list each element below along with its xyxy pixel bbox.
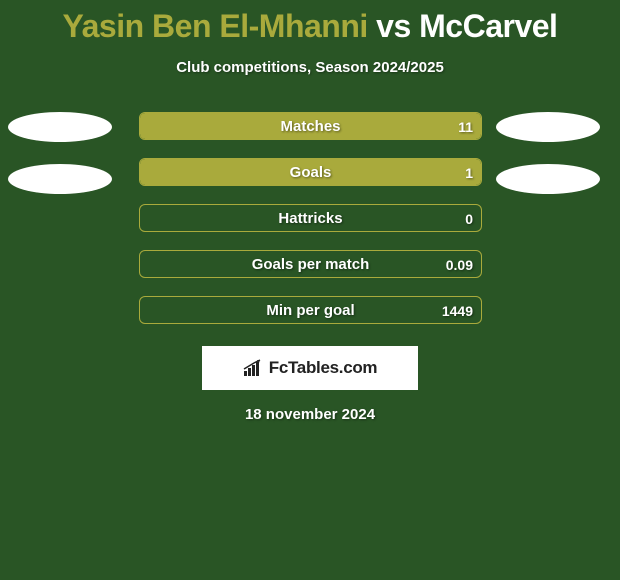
player1-bar-fill bbox=[140, 159, 481, 185]
stat-row: Goals per match0.09 bbox=[0, 250, 620, 278]
stat-label: Goals per match bbox=[140, 251, 481, 278]
vs-text: vs bbox=[376, 8, 411, 44]
player1-marker bbox=[8, 112, 112, 142]
brand-text: FcTables.com bbox=[269, 358, 378, 378]
stat-bar-track: Hattricks0 bbox=[139, 204, 482, 232]
stat-row: Goals1 bbox=[0, 158, 620, 186]
stats-area: Matches11 Goals1 Hattricks0 Goals per match… bbox=[0, 112, 620, 324]
player1-marker bbox=[8, 164, 112, 194]
player1-bar-fill bbox=[140, 113, 481, 139]
stat-value: 1449 bbox=[442, 297, 473, 324]
player2-name: McCarvel bbox=[419, 8, 557, 44]
stat-bar-track: Goals per match0.09 bbox=[139, 250, 482, 278]
stat-bar-track: Goals1 bbox=[139, 158, 482, 186]
subtitle: Club competitions, Season 2024/2025 bbox=[0, 59, 620, 76]
stat-value: 0.09 bbox=[446, 251, 473, 278]
stat-value: 0 bbox=[465, 205, 473, 232]
stat-label: Hattricks bbox=[140, 205, 481, 232]
stat-row: Min per goal1449 bbox=[0, 296, 620, 324]
player2-marker bbox=[496, 164, 600, 194]
chart-icon bbox=[243, 359, 265, 377]
stat-label: Min per goal bbox=[140, 297, 481, 324]
stat-row: Hattricks0 bbox=[0, 204, 620, 232]
brand-box: FcTables.com bbox=[202, 346, 418, 390]
stat-bar-track: Matches11 bbox=[139, 112, 482, 140]
player1-name: Yasin Ben El-Mhanni bbox=[63, 8, 368, 44]
stat-bar-track: Min per goal1449 bbox=[139, 296, 482, 324]
stat-row: Matches11 bbox=[0, 112, 620, 140]
player2-marker bbox=[496, 112, 600, 142]
date: 18 november 2024 bbox=[0, 406, 620, 423]
comparison-title: Yasin Ben El-Mhanni vs McCarvel bbox=[0, 0, 620, 45]
